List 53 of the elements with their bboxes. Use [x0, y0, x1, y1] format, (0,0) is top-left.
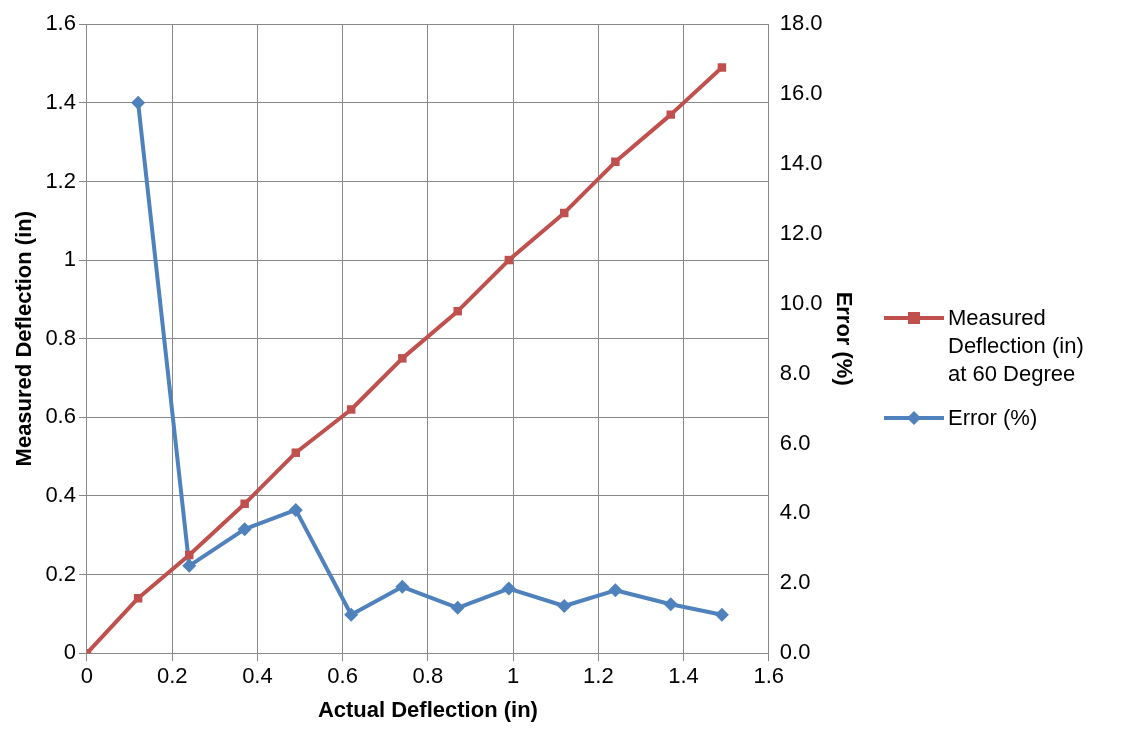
x-tick-label: 0.4 — [242, 663, 273, 689]
x-tick-label: 1.2 — [583, 663, 614, 689]
point — [395, 579, 410, 594]
x-tick-label: 1.4 — [668, 663, 699, 689]
point — [237, 522, 252, 537]
y-tick-label: 0.6 — [45, 403, 76, 429]
y2-tick-label: 4.0 — [779, 499, 811, 525]
x-tick-label: 1 — [506, 663, 520, 689]
y-tick-label: 1.6 — [45, 10, 76, 36]
point — [344, 607, 359, 622]
y-tick-label: 0.4 — [45, 482, 76, 508]
y2-tick-label: 14.0 — [779, 150, 823, 176]
x-tick-label: 1.6 — [753, 663, 785, 689]
point — [182, 558, 197, 573]
point — [288, 502, 303, 517]
legend-label: Error (%) — [948, 404, 1038, 432]
point — [291, 448, 301, 457]
point — [663, 597, 678, 612]
x-tick-label: 0.6 — [327, 663, 358, 689]
point — [714, 607, 729, 622]
point — [398, 354, 407, 363]
point — [346, 405, 356, 414]
y-tick-label: 1 — [63, 246, 76, 272]
point — [557, 599, 572, 614]
y-tick-label: 0.2 — [45, 560, 76, 586]
y2-tick-label: 10.0 — [779, 289, 823, 315]
x-tick-label: 0 — [80, 663, 94, 689]
point — [501, 581, 516, 596]
y-tick-label: 1.4 — [45, 88, 76, 114]
point — [453, 306, 462, 316]
y-axis-title: Measured Deflection (in) — [11, 210, 37, 467]
point — [717, 63, 727, 72]
point — [611, 157, 620, 167]
y2-tick-label: 6.0 — [779, 429, 811, 455]
y2-tick-label: 16.0 — [779, 80, 823, 106]
y2-tick-label: 18.0 — [779, 10, 823, 36]
y-tick-label: 0.8 — [45, 324, 76, 350]
y2-tick-label: 0.0 — [779, 639, 811, 665]
x-axis-title: Actual Deflection (in) — [317, 696, 538, 722]
x-tick-label: 0.8 — [412, 663, 444, 689]
point — [131, 95, 146, 110]
x-tick-label: 0.2 — [156, 663, 188, 689]
y2-axis-title: Error (%) — [831, 291, 857, 386]
y2-tick-label: 2.0 — [779, 569, 811, 595]
y-tick-label: 1.2 — [45, 167, 76, 193]
point — [450, 600, 465, 615]
point — [240, 499, 249, 509]
legend-label: Measured Deflection (in) at 60 Degree — [948, 304, 1084, 388]
point — [608, 583, 623, 598]
point — [666, 110, 676, 119]
y2-tick-label: 12.0 — [779, 219, 823, 245]
y-tick-label: 0 — [63, 639, 76, 665]
y2-tick-label: 8.0 — [779, 359, 811, 385]
